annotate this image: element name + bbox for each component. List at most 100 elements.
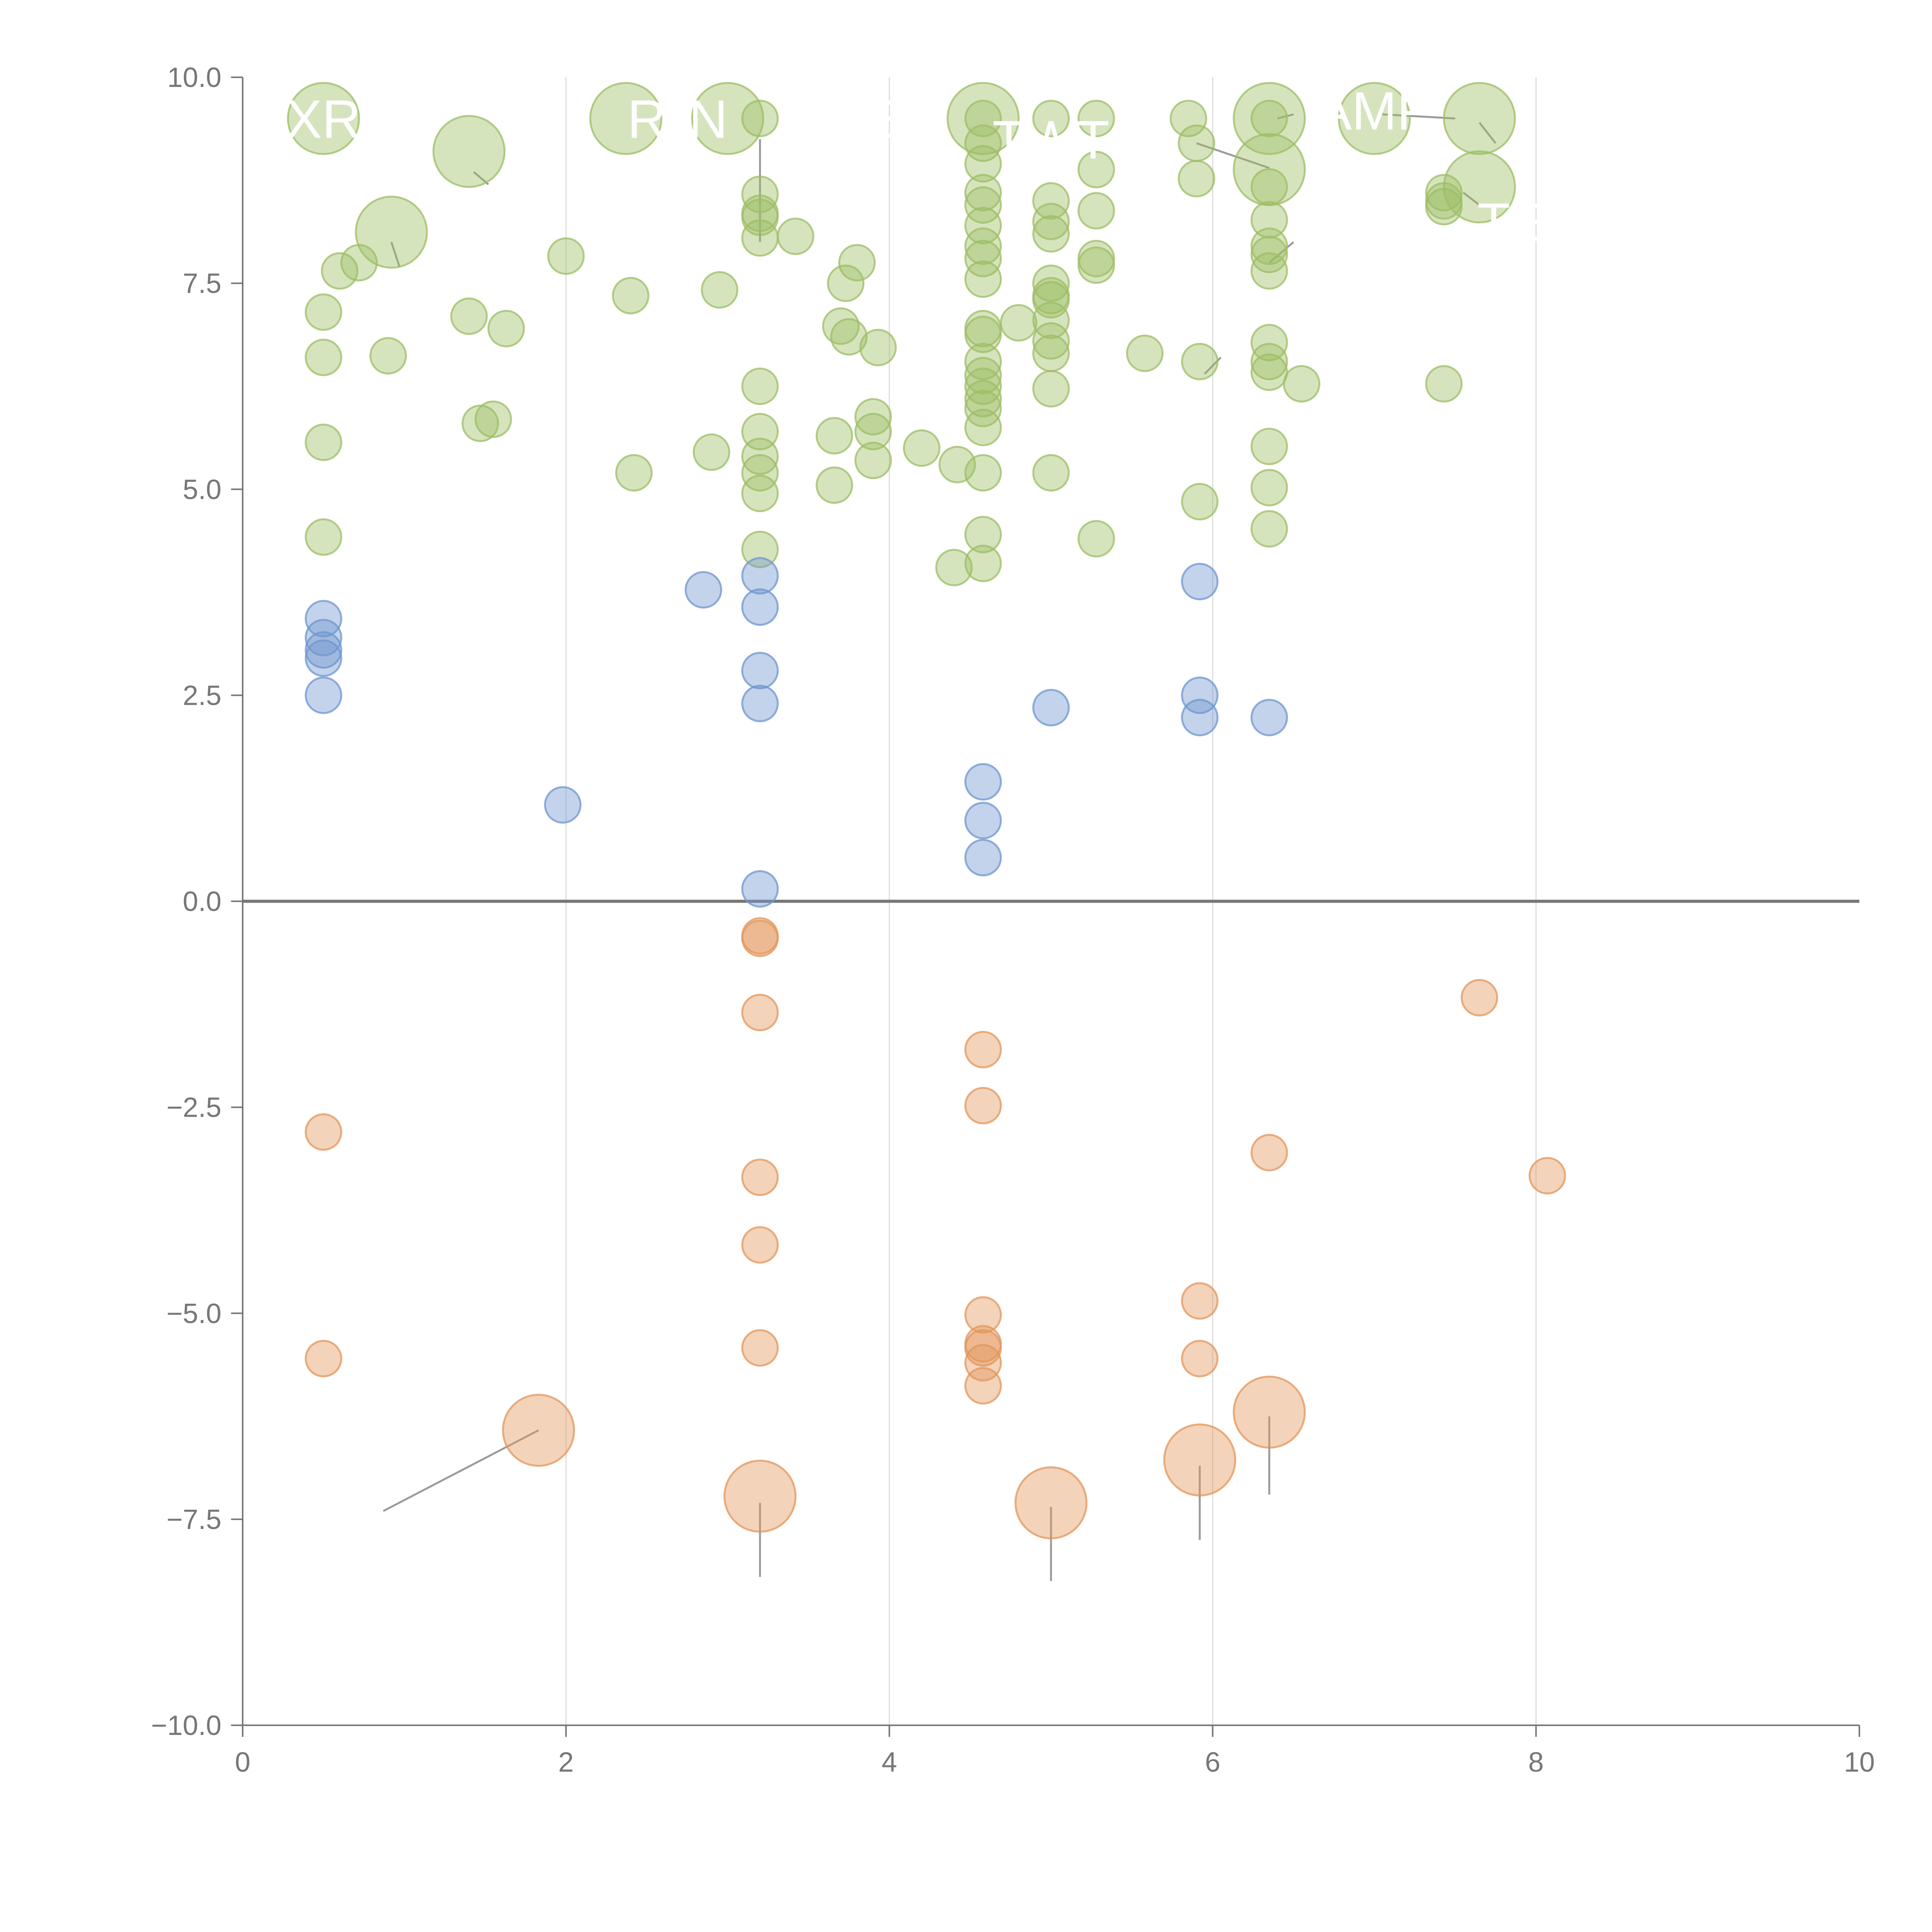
data-point [1250,252,1288,290]
data-point [1181,563,1219,600]
leader-line [1478,122,1497,144]
data-point [830,318,868,356]
data-point [701,271,738,309]
data-point [692,433,730,471]
data-point [355,196,428,269]
data-point [1181,343,1219,381]
data-point [304,639,342,677]
data-point [461,405,499,442]
data-point [741,1226,779,1264]
x-tick-label: 6 [1205,1747,1220,1778]
data-point [854,442,892,480]
data-point [964,260,1002,298]
data-point [304,676,342,714]
data-point [450,297,488,335]
data-point [1077,520,1115,558]
data-point [741,557,779,595]
data-point [1425,174,1463,212]
data-point [964,389,1002,427]
bubble-label: TWT [992,109,1109,170]
data-point [964,367,1002,405]
data-point [544,786,582,824]
data-point [1032,689,1070,726]
x-tick-label: 4 [882,1747,897,1778]
data-point [1178,160,1216,197]
data-point [304,338,342,376]
data-point [1032,202,1070,240]
data-point [741,100,779,138]
data-point [1032,100,1070,138]
data-point [1077,246,1115,284]
data-point [487,310,525,347]
data-point [1528,1157,1566,1195]
data-point [964,357,1002,395]
data-point [964,1031,1002,1068]
data-point [964,516,1002,554]
data-point [304,1340,342,1378]
leader-line [1269,241,1294,264]
data-point [321,252,359,290]
y-tick-label: −10.0 [151,1710,221,1741]
data-point [964,1367,1002,1405]
x-tick-label: 2 [558,1747,574,1778]
data-point [741,651,779,689]
data-points [287,82,1566,1539]
data-point [1181,483,1219,520]
data-point [1032,281,1070,319]
bubble-label: N [689,89,728,150]
data-point [1032,301,1070,339]
data-point [1443,82,1516,155]
bubble-label: TE [1477,192,1546,252]
leader-line [1277,113,1294,120]
data-point [1233,82,1306,155]
leader-line [1463,192,1480,206]
data-point [964,454,1002,492]
data-point [304,600,342,638]
data-point [964,240,1002,277]
y-tick-label: −7.5 [167,1504,221,1535]
data-point [1461,979,1498,1017]
x-tick-label: 0 [235,1747,250,1778]
data-point [1250,427,1288,465]
data-point [964,207,1002,245]
x-tick-label: 10 [1844,1747,1875,1778]
data-point [964,838,1002,876]
data-point [1425,365,1463,403]
data-point [964,802,1002,840]
data-point [1014,1466,1088,1539]
data-point [1233,1376,1306,1449]
data-point [1250,168,1288,206]
data-point [474,400,512,438]
y-tick-label: 2.5 [183,680,221,711]
data-point [1032,322,1070,360]
bubble-label: E [871,89,907,150]
data-point [304,518,342,556]
axes: 10.0 7.5 5.0 2.5 0.0 −2.5 −5.0 −7.5 −10.0 0 2 4 6 8 10 [151,62,1875,1778]
data-point [1032,334,1070,372]
data-point [827,264,865,302]
data-point [964,1344,1002,1382]
data-point [964,174,1002,212]
data-point [612,277,650,315]
data-point [684,571,722,609]
data-point [964,1329,1002,1367]
data-point [741,454,779,492]
data-point [1178,124,1216,162]
data-point [964,763,1002,801]
data-point [854,398,892,436]
data-point [946,82,1020,155]
data-point [741,199,779,236]
data-point [741,474,779,512]
data-point [964,145,1002,183]
data-point [741,367,779,405]
data-point [741,685,779,723]
bubble-label: XR [286,89,361,150]
data-point [964,544,1002,582]
data-point [432,115,506,188]
data-point [741,993,779,1031]
leader-lines [383,113,1497,1581]
data-point [304,631,342,669]
data-point [547,237,585,275]
data-point [691,82,764,155]
data-point [741,870,779,908]
